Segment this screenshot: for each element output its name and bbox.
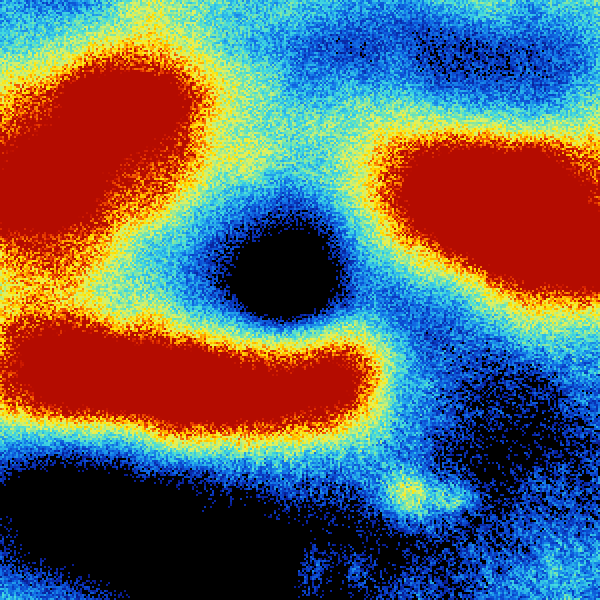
- radar-image-viewport: [0, 0, 600, 600]
- radar-reflectivity-canvas: [0, 0, 600, 600]
